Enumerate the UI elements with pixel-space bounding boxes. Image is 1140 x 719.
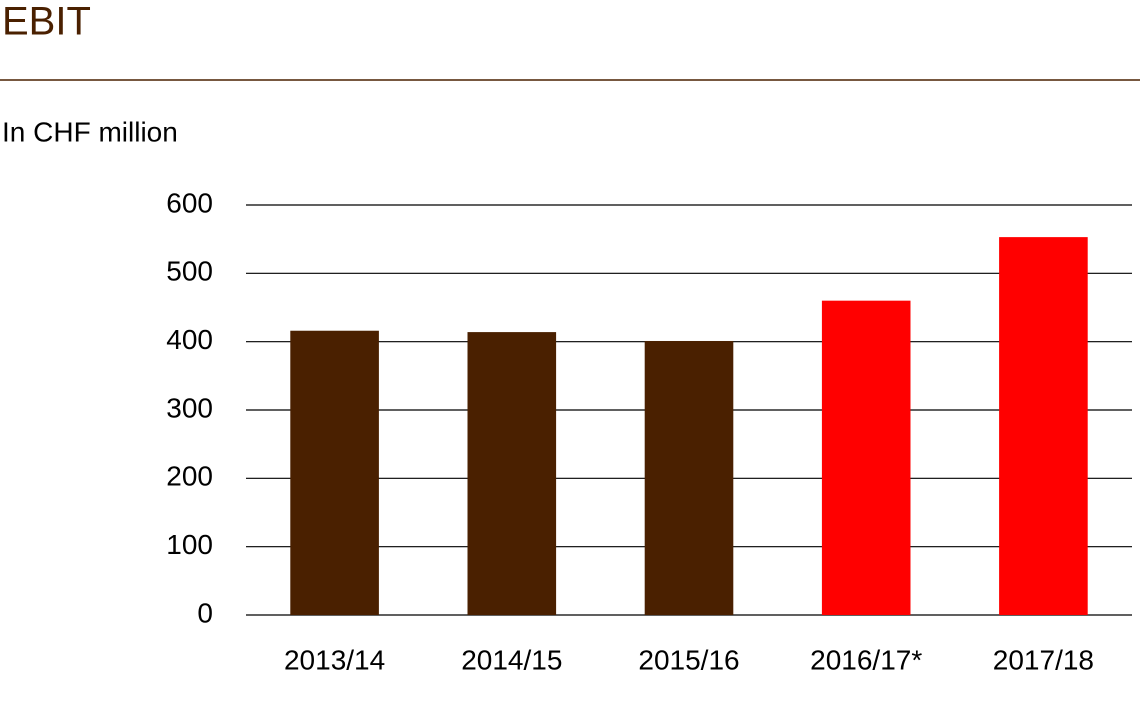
x-tick-label: 2013/14 (284, 644, 385, 675)
y-tick-label: 0 (197, 597, 213, 628)
bar (999, 237, 1088, 615)
y-tick-label: 200 (166, 461, 213, 492)
bar (467, 332, 557, 615)
y-tick-label: 500 (166, 256, 213, 287)
bar (821, 300, 911, 615)
chart-title: EBIT (2, 0, 91, 44)
x-tick-label: 2016/17* (810, 644, 922, 675)
x-tick-label: 2017/18 (993, 644, 1094, 675)
x-tick-label: 2015/16 (638, 644, 739, 675)
chart-subtitle: In CHF million (2, 116, 178, 147)
bar (290, 330, 379, 615)
y-tick-label: 400 (166, 324, 213, 355)
x-tick-label: 2014/15 (461, 644, 562, 675)
y-tick-label: 300 (166, 392, 213, 423)
y-tick-label: 100 (166, 529, 213, 560)
y-tick-label: 600 (166, 187, 213, 218)
bar (644, 340, 734, 615)
